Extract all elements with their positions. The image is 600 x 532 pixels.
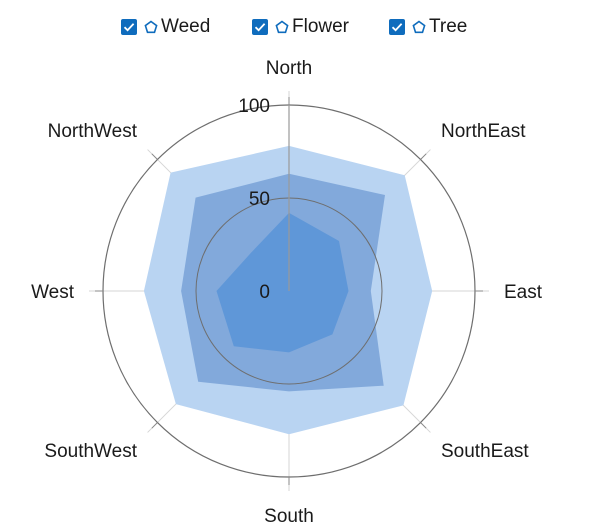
checkbox-checked-icon[interactable] bbox=[389, 19, 405, 35]
pentagon-icon bbox=[412, 20, 426, 34]
category-label-south: South bbox=[264, 506, 314, 527]
legend-item-weed[interactable]: Weed bbox=[121, 12, 210, 42]
legend-item-tree[interactable]: Tree bbox=[389, 12, 467, 42]
radial-tick-label-0: 0 bbox=[259, 282, 270, 303]
category-label-northwest: NorthWest bbox=[48, 121, 138, 142]
pentagon-icon bbox=[144, 20, 158, 34]
category-label-southwest: SouthWest bbox=[44, 441, 137, 462]
legend-item-flower[interactable]: Flower bbox=[252, 12, 349, 42]
checkbox-checked-icon[interactable] bbox=[121, 19, 137, 35]
chart-legend: Weed Flower Tree bbox=[0, 12, 600, 44]
axis-tick-northeast bbox=[420, 153, 427, 160]
category-label-southeast: SouthEast bbox=[441, 441, 529, 462]
radial-tick-label-50: 50 bbox=[249, 189, 270, 210]
axis-tick-southwest bbox=[151, 422, 158, 429]
category-label-west: West bbox=[31, 282, 75, 303]
axis-tick-southeast bbox=[420, 422, 427, 429]
category-label-east: East bbox=[504, 282, 543, 303]
axis-tick-northwest bbox=[151, 153, 158, 160]
legend-label-weed: Weed bbox=[161, 16, 211, 37]
category-label-north: North bbox=[266, 58, 312, 79]
legend-label-tree: Tree bbox=[429, 16, 468, 37]
radial-tick-label-100: 100 bbox=[238, 96, 270, 117]
checkbox-checked-icon[interactable] bbox=[252, 19, 268, 35]
series-area-weed bbox=[216, 212, 349, 353]
pentagon-icon bbox=[275, 20, 289, 34]
category-label-northeast: NorthEast bbox=[441, 121, 526, 142]
legend-label-flower: Flower bbox=[292, 16, 350, 37]
